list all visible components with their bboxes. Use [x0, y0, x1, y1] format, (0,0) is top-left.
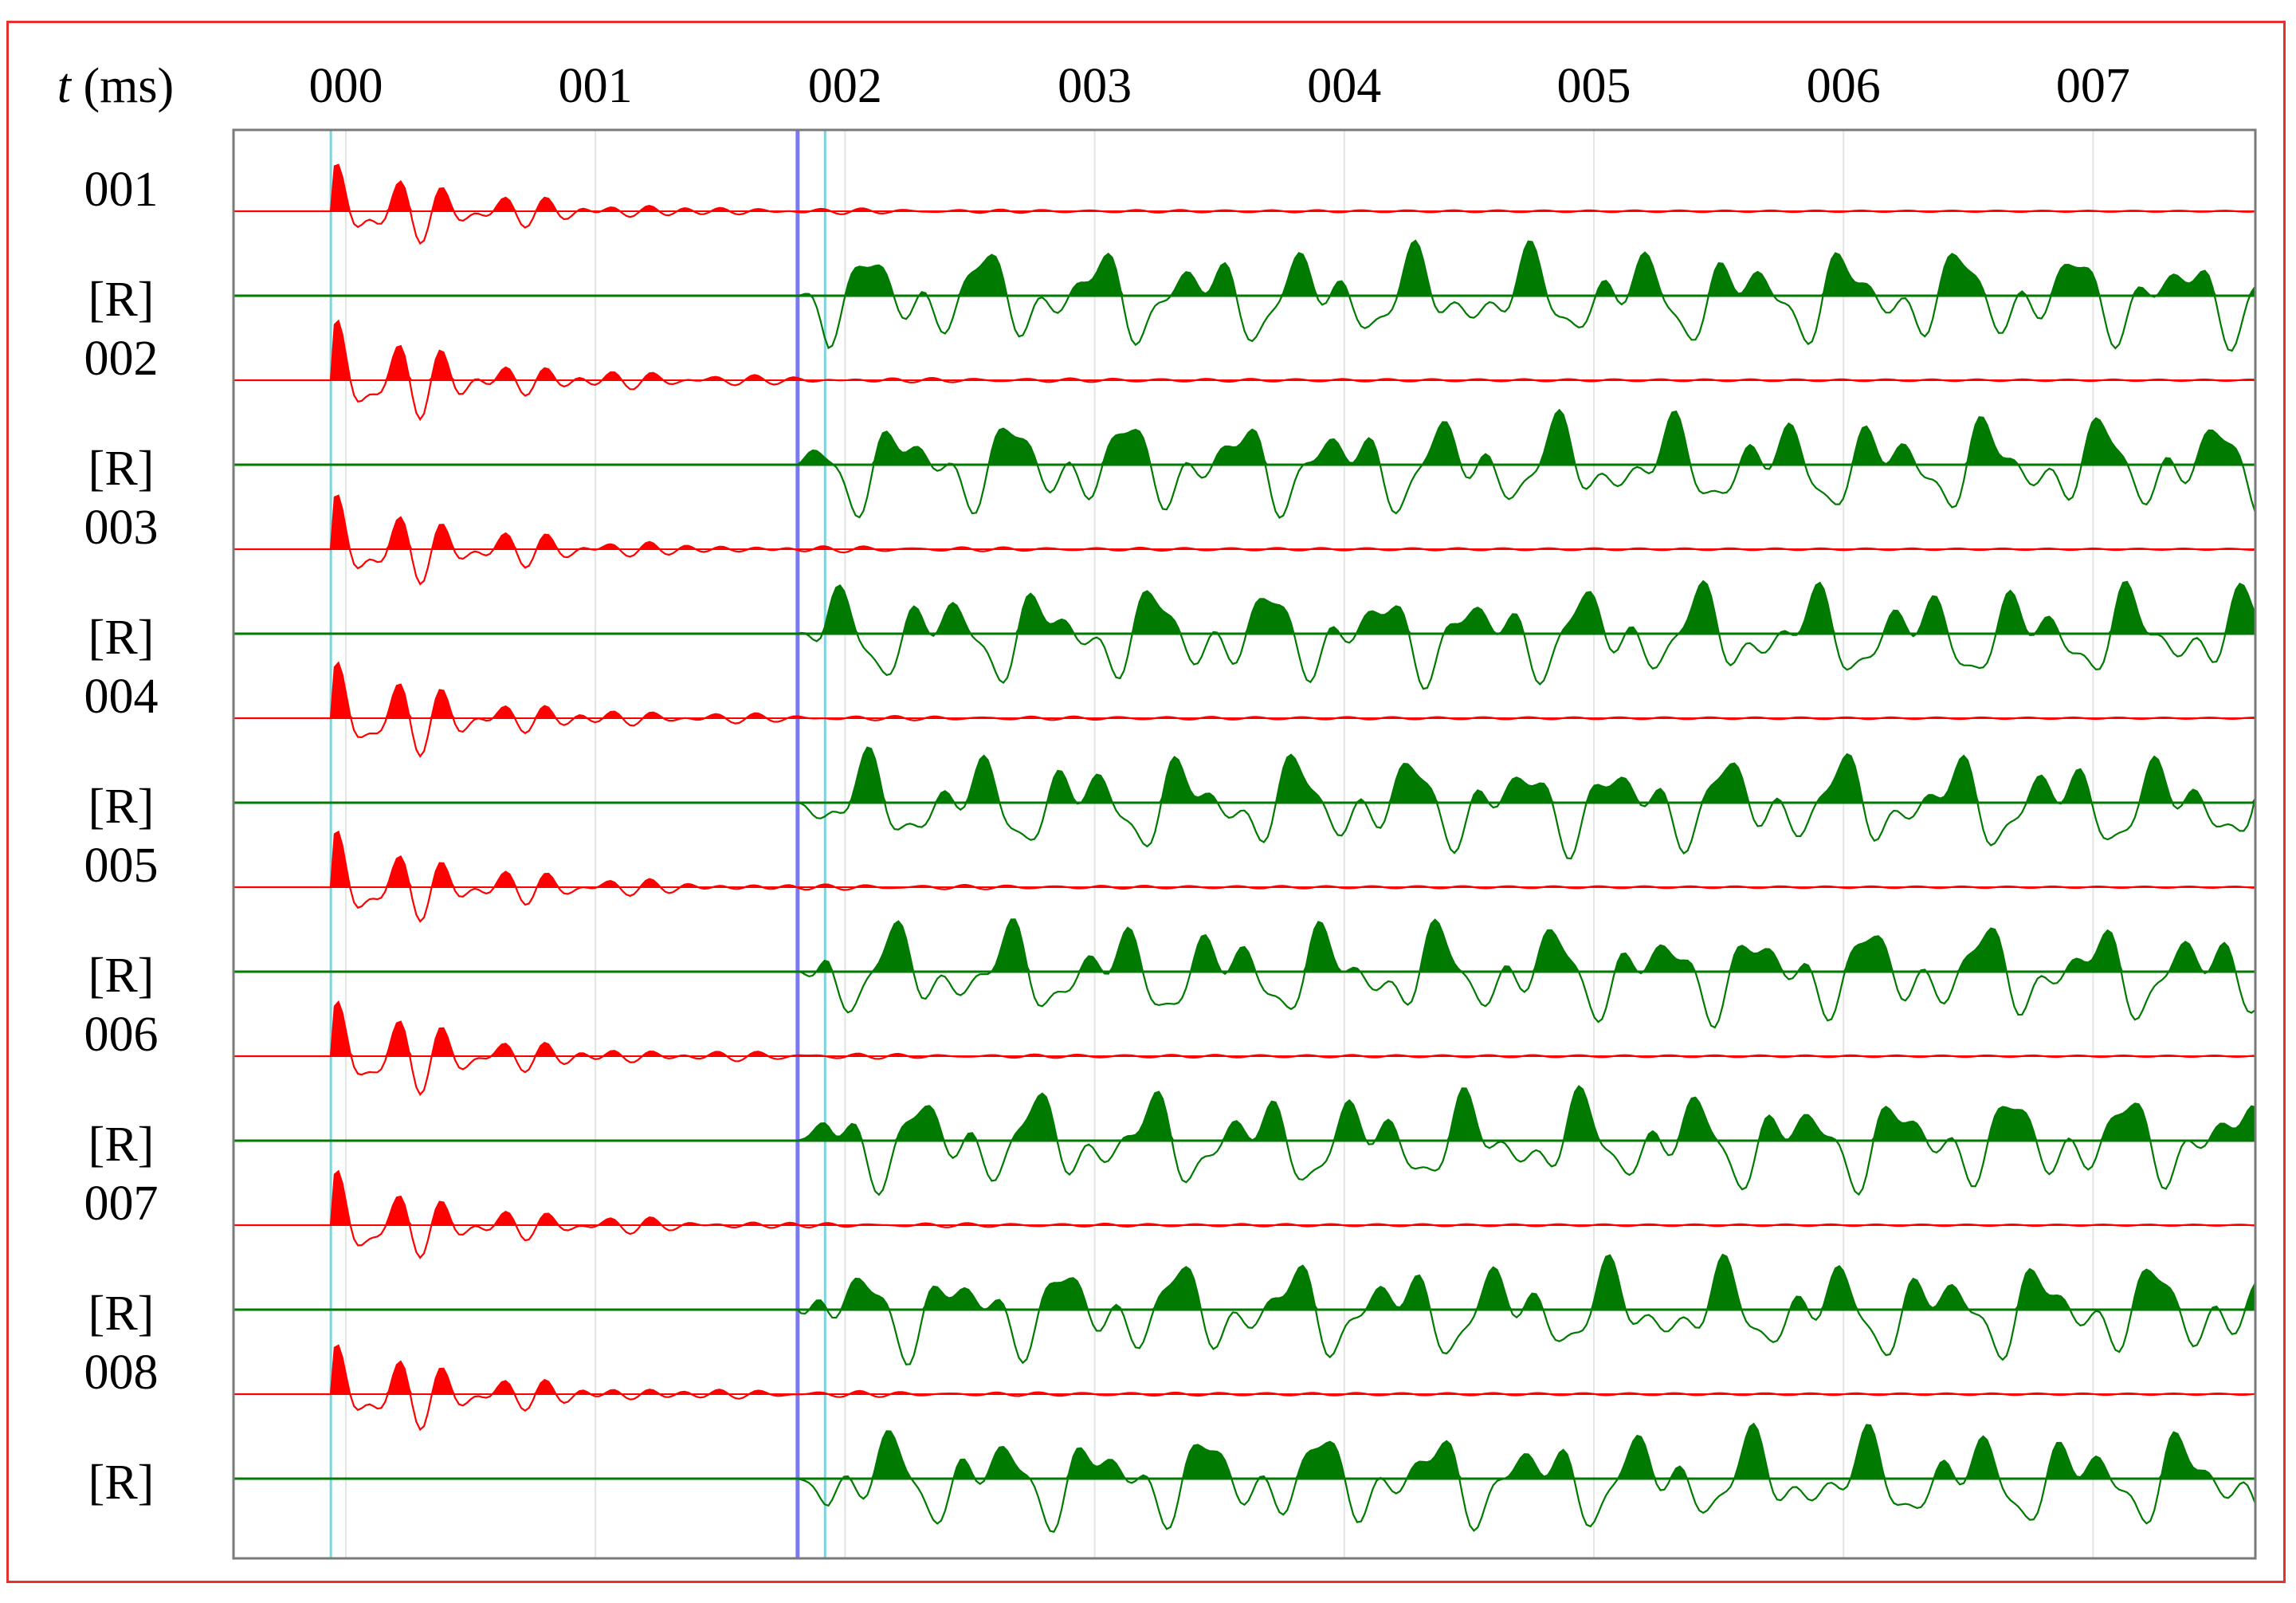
x-axis-label-unit: (ms) — [71, 59, 174, 113]
response-label: [R] — [88, 442, 155, 496]
x-tick-label: 007 — [2056, 59, 2130, 113]
grid-lines — [344, 130, 2094, 1558]
record-trace — [234, 1344, 2256, 1432]
x-tick-label: 003 — [1058, 59, 1132, 113]
response-label: [R] — [88, 1287, 155, 1341]
x-tick-label: 005 — [1556, 59, 1631, 113]
record-fill — [234, 1346, 2255, 1394]
x-tick-label: 001 — [559, 59, 633, 113]
record-fill — [234, 320, 2255, 380]
response-fill — [234, 1255, 2255, 1310]
plot-area — [232, 128, 2257, 1560]
record-trace — [234, 830, 2256, 923]
response-label: [R] — [88, 1118, 155, 1172]
trace-label: 003 — [84, 501, 159, 555]
record-fill — [234, 164, 2255, 211]
time-markers — [329, 130, 826, 1558]
x-axis-label: t (ms) — [57, 59, 174, 113]
record-trace — [234, 319, 2256, 422]
trace-labels: 001[R]002[R]003[R]004[R]005[R]006[R]007[… — [84, 163, 159, 1510]
record-fill — [234, 662, 2255, 718]
response-trace — [234, 580, 2257, 690]
trace-label: 001 — [84, 163, 159, 217]
response-label: [R] — [88, 611, 155, 665]
record-fill — [234, 1002, 2255, 1056]
record-trace — [234, 1000, 2256, 1097]
x-tick-label: 006 — [1807, 59, 1881, 113]
record-fill — [234, 495, 2255, 549]
trace-label: 007 — [84, 1177, 159, 1231]
record-trace — [234, 1169, 2256, 1259]
response-label: [R] — [88, 273, 155, 327]
response-fill — [234, 747, 2255, 803]
trace-label: 008 — [84, 1346, 159, 1400]
trace-label: 006 — [84, 1008, 159, 1062]
response-trace — [234, 918, 2256, 1029]
response-fill — [234, 919, 2255, 972]
response-fill — [234, 241, 2255, 296]
record-trace — [234, 163, 2256, 246]
x-axis-label-symbol: t — [57, 59, 73, 113]
response-label: [R] — [88, 1456, 155, 1510]
x-tick-label: 004 — [1307, 59, 1381, 113]
x-axis-ticks: 000 001 002 003 004 005 006 007 — [308, 59, 2129, 113]
record-fill — [234, 831, 2255, 887]
x-tick-label: 002 — [808, 59, 882, 113]
response-fill — [234, 1086, 2255, 1141]
trace-label: 004 — [84, 670, 159, 724]
response-label: [R] — [88, 949, 155, 1003]
record-trace — [234, 494, 2256, 586]
response-fill — [234, 410, 2255, 465]
traces — [234, 163, 2257, 1533]
response-label: [R] — [88, 780, 155, 834]
trace-label: 002 — [84, 332, 159, 386]
x-tick-label: 000 — [308, 59, 383, 113]
response-fill — [234, 581, 2255, 634]
record-trace — [234, 661, 2256, 758]
trace-label: 005 — [84, 839, 159, 893]
figure-frame — [6, 21, 2286, 1583]
record-fill — [234, 1171, 2255, 1225]
response-fill — [234, 1424, 2255, 1479]
